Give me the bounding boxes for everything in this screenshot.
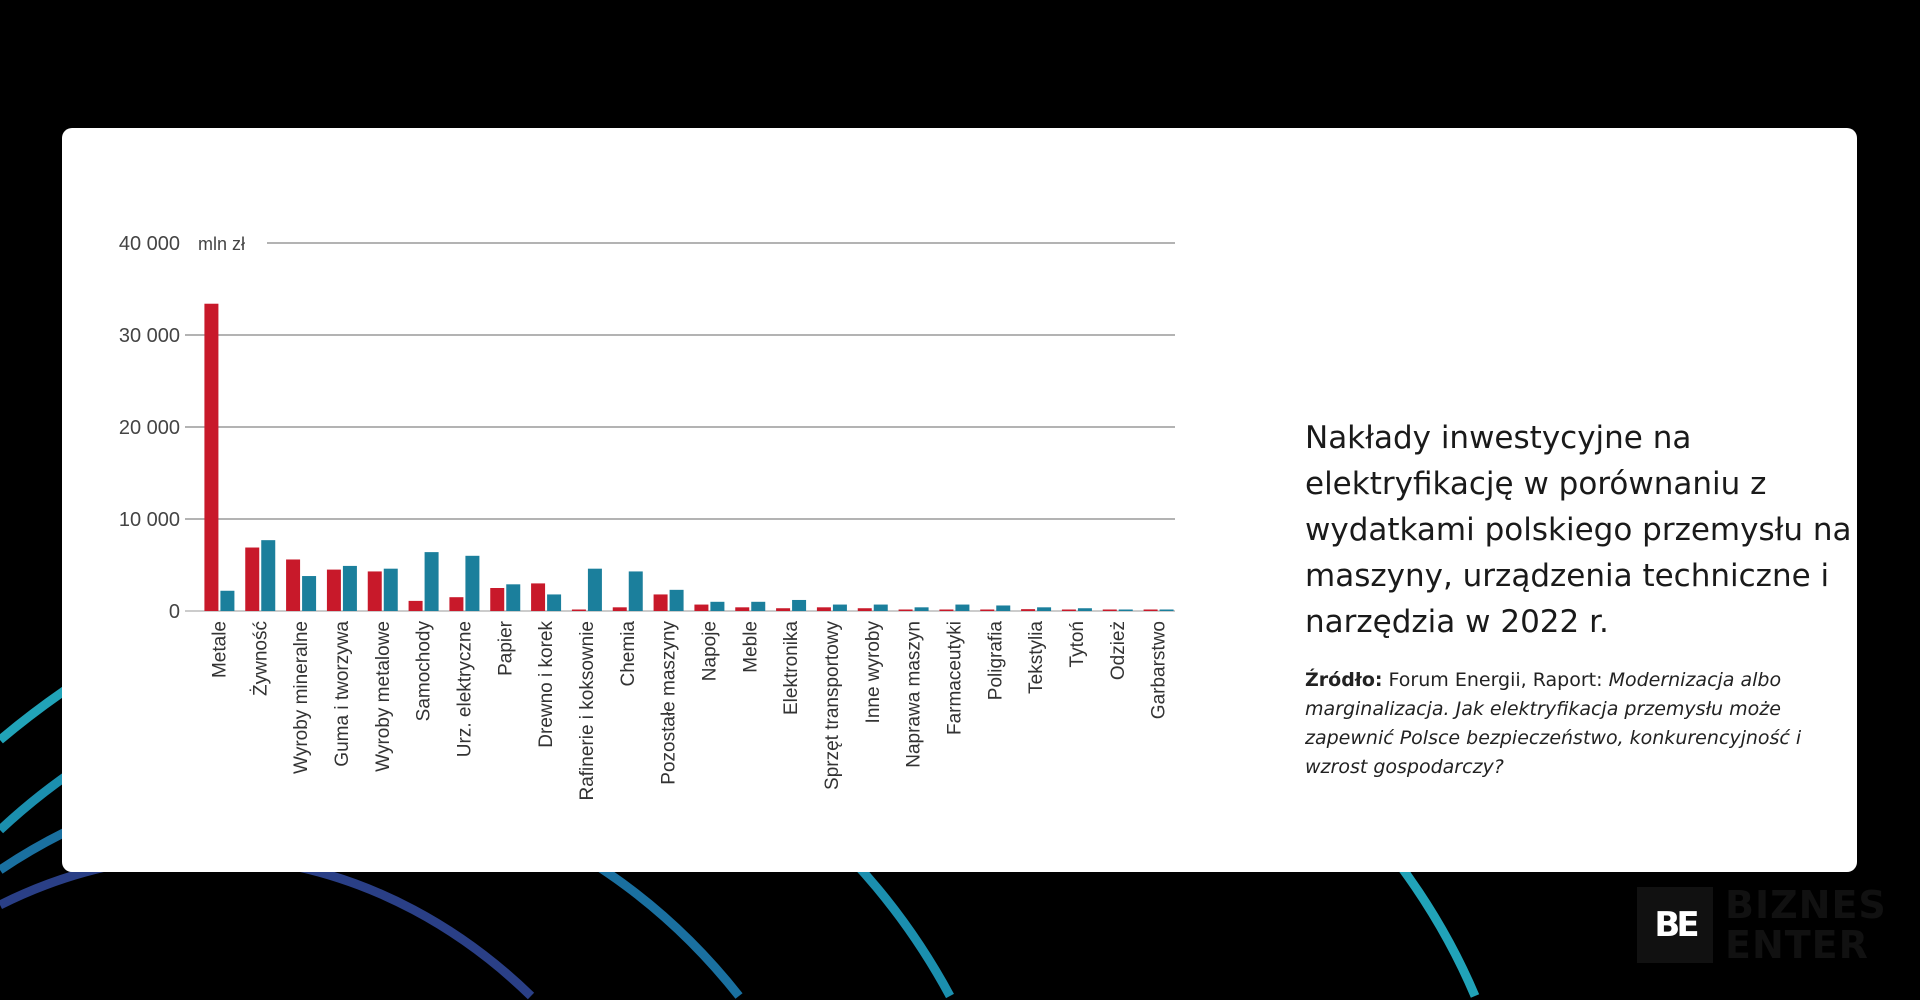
- x-tick-label: Elektronika: [781, 621, 802, 715]
- x-tick-label: Farmaceutyki: [944, 621, 965, 735]
- bar-machinery: [873, 604, 888, 611]
- bar-electrification: [939, 609, 954, 611]
- x-tick-label: Metale: [209, 621, 230, 678]
- bar-machinery: [996, 605, 1011, 611]
- bar-electrification: [653, 594, 668, 611]
- x-tick-label: Odzież: [1108, 621, 1129, 680]
- bar-electrification: [694, 604, 709, 611]
- x-tick-label: Drewno i korek: [536, 621, 557, 748]
- bar-machinery: [587, 568, 602, 611]
- logo-line1: BIZNES: [1725, 883, 1887, 927]
- bar-electrification: [1021, 609, 1036, 611]
- y-tick-label: 20 000: [119, 417, 180, 439]
- x-tick-label: Garbarstwo: [1149, 621, 1170, 719]
- bar-electrification: [776, 608, 791, 611]
- bar-machinery: [261, 540, 276, 611]
- x-tick-label: Sprzęt transportowy: [822, 621, 843, 790]
- bar-electrification: [204, 303, 219, 611]
- bar-electrification: [408, 600, 423, 611]
- x-tick-label: Wyroby mineralne: [291, 621, 312, 774]
- bar-electrification: [1143, 609, 1158, 611]
- bar-machinery: [914, 607, 929, 611]
- x-tick-label: Inne wyroby: [863, 621, 884, 724]
- chart-title: Nakłady inwestycyjne na elektryfikację w…: [1305, 420, 1852, 640]
- bar-machinery: [220, 590, 235, 611]
- bar-electrification: [857, 608, 872, 611]
- x-tick-label: Żywność: [250, 621, 271, 696]
- bar-electrification: [326, 569, 341, 611]
- bar-machinery: [1037, 607, 1052, 611]
- bar-electrification: [980, 609, 995, 611]
- bar-electrification: [571, 609, 586, 611]
- bar-machinery: [424, 552, 439, 611]
- bar-electrification: [449, 597, 464, 611]
- bar-electrification: [816, 607, 831, 611]
- bar-machinery: [751, 601, 766, 611]
- source-report-title: Modernizacja albo marginalizacja. Jak el…: [1305, 669, 1802, 778]
- unit-label: mln zł: [198, 234, 245, 254]
- bar-machinery: [1118, 609, 1133, 611]
- x-tick-label: Tekstylia: [1026, 621, 1047, 694]
- bar-machinery: [547, 594, 562, 611]
- bar-electrification: [612, 607, 627, 611]
- x-tick-label: Samochody: [414, 621, 435, 722]
- source-text: Forum Energii, Raport:: [1382, 669, 1609, 691]
- x-tick-label: Wyroby metalowe: [373, 621, 394, 772]
- bar-electrification: [367, 571, 382, 611]
- bar-machinery: [710, 601, 725, 611]
- biznes-enter-logo: BE BIZNES ENTER: [1637, 885, 1887, 965]
- x-tick-label: Pozostałe maszyny: [659, 621, 680, 785]
- source-note: Źródło: Forum Energii, Raport: Moderniza…: [1305, 666, 1835, 782]
- y-tick-label: 30 000: [119, 325, 180, 347]
- chart-card: 0 10 000 20 000 30 000 40 000 mln zł Metale Żyw…: [62, 128, 1886, 965]
- bar-electrification: [1102, 609, 1117, 611]
- y-tick-label: 10 000: [119, 509, 180, 531]
- bar-machinery: [1159, 609, 1174, 611]
- bar-chart: 0 10 000 20 000 30 000 40 000 mln zł Metale Żyw…: [119, 233, 1175, 801]
- bar-machinery: [506, 584, 521, 611]
- bar-machinery: [628, 571, 643, 611]
- bar-machinery: [669, 589, 684, 611]
- bar-machinery: [465, 555, 480, 611]
- x-tick-label: Guma i tworzywa: [332, 621, 353, 767]
- x-tick-label: Napoje: [699, 621, 720, 681]
- x-tick-label: Papier: [495, 620, 516, 676]
- x-tick-label: Tytoń: [1067, 621, 1088, 667]
- y-tick-label: 0: [169, 601, 180, 623]
- x-tick-label: Meble: [740, 621, 761, 673]
- bar-electrification: [1061, 609, 1076, 611]
- bar-machinery: [302, 576, 317, 611]
- logo-wordmark: BIZNES ENTER: [1725, 885, 1887, 965]
- bar-electrification: [245, 547, 260, 611]
- logo-mark: BE: [1637, 887, 1713, 963]
- bar-electrification: [286, 559, 301, 611]
- source-label: Źródło:: [1305, 669, 1383, 691]
- bar-machinery: [955, 604, 970, 611]
- bar-machinery: [792, 599, 807, 611]
- bar-machinery: [1077, 608, 1092, 611]
- x-tick-label: Chemia: [618, 621, 639, 687]
- bar-electrification: [735, 607, 750, 611]
- y-tick-label: 40 000: [119, 233, 180, 255]
- x-tick-label: Rafinerie i koksownie: [577, 621, 598, 801]
- logo-line2: ENTER: [1725, 923, 1869, 967]
- bar-machinery: [832, 604, 847, 611]
- bar-electrification: [531, 583, 546, 611]
- x-tick-label: Poligrafia: [985, 621, 1006, 701]
- arc: [0, 851, 535, 1000]
- x-tick-label: Urz. elektryczne: [454, 621, 475, 757]
- bar-machinery: [383, 568, 398, 611]
- x-tick-label: Naprawa maszyn: [904, 621, 925, 768]
- bar-machinery: [342, 565, 357, 611]
- bar-electrification: [898, 609, 913, 611]
- bar-electrification: [490, 588, 505, 611]
